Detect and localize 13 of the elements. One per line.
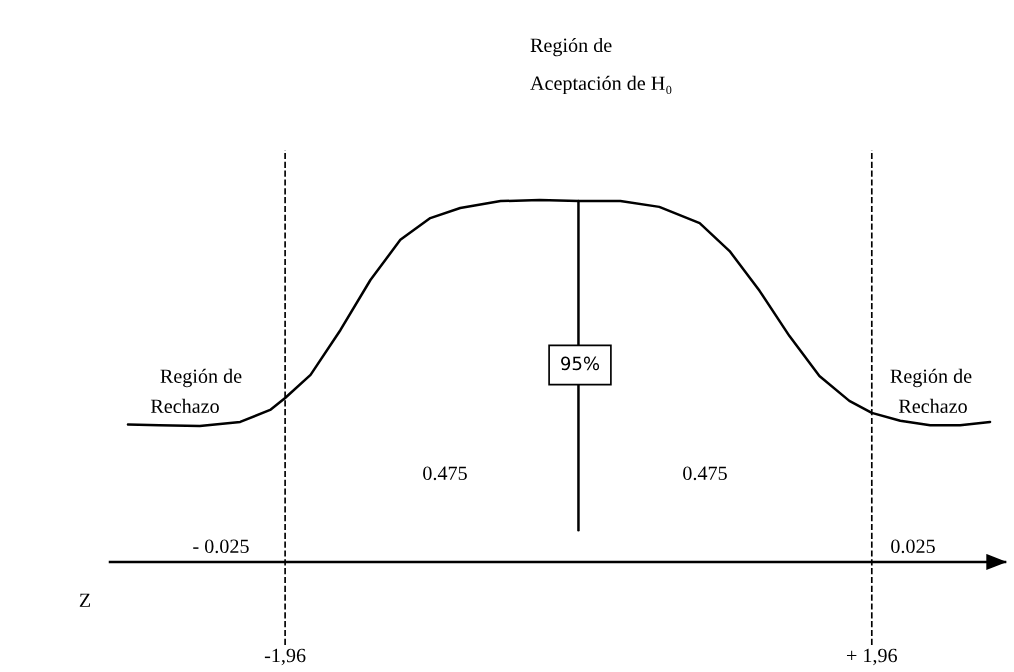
x-tick-label: + 1,96	[846, 648, 898, 666]
text: Z	[79, 593, 91, 607]
annotation: 0.475	[683, 466, 727, 481]
annotation: 95%	[561, 356, 600, 371]
annotation: Rechazo	[150, 398, 219, 414]
annotation: Región de	[890, 368, 972, 388]
annotation: 0.025	[891, 539, 935, 554]
chart-title: Región de Aceptación de H₀	[530, 37, 672, 95]
annotation: - 0.025	[193, 539, 249, 554]
annotation: Región de	[160, 368, 242, 388]
annotation: 0.475	[423, 466, 467, 481]
x-tick-label: -1,96	[264, 648, 306, 666]
annotation: Rechazo	[898, 398, 967, 414]
